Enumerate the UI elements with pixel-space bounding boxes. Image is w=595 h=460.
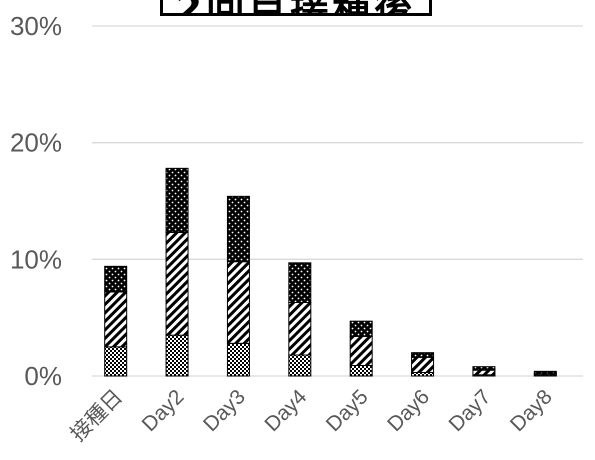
chart-title-box: 2回目接種後 xyxy=(160,0,432,16)
bar-segment-dots-on-black xyxy=(288,262,312,304)
x-tick-label: Day8 xyxy=(506,385,557,436)
bar-segment-diagonal-hatch xyxy=(288,302,312,356)
bar-segment-checkered xyxy=(226,342,250,377)
bar-segment-dots-on-black xyxy=(349,320,373,337)
x-tick-label: 接種日 xyxy=(66,385,127,446)
bar-segment-diagonal-hatch xyxy=(411,356,435,374)
bar-segment-checkered xyxy=(165,334,189,377)
x-tick-labels: 接種日 Day2 Day3 Day4 Day5 Day6 Day7 Day8 xyxy=(66,385,556,446)
bar-segment-diagonal-hatch xyxy=(226,261,250,344)
y-tick-label: 20% xyxy=(10,128,62,158)
bar-segment-diagonal-hatch xyxy=(349,335,373,367)
bar-segment-diagonal-hatch xyxy=(165,232,189,336)
x-tick-label: Day4 xyxy=(260,385,311,436)
bar-segment-checkered xyxy=(411,372,435,377)
chart-title: 2回目接種後 xyxy=(176,0,416,13)
bar-segment-diagonal-hatch xyxy=(472,369,496,376)
bar-segment-dots-on-black xyxy=(472,366,496,371)
bar-segment-checkered xyxy=(288,354,312,377)
bar-segment-dots-on-black xyxy=(226,195,250,263)
x-tick-label: Day7 xyxy=(445,385,496,436)
bar-segment-dots-on-black xyxy=(104,265,128,293)
x-tick-label: Day2 xyxy=(138,385,189,436)
y-tick-labels: 0% 10% 20% 30% xyxy=(10,11,62,391)
y-tick-label: 0% xyxy=(24,361,62,391)
bar-segment-dots-on-black xyxy=(411,352,435,358)
bar-segment-checkered xyxy=(104,346,128,377)
y-tick-label: 10% xyxy=(10,244,62,274)
x-tick-label: Day6 xyxy=(383,385,434,436)
bar-segment-dots-on-black xyxy=(165,167,189,233)
bar-segment-checkered xyxy=(349,365,373,377)
x-tick-label: Day3 xyxy=(199,385,250,436)
bar-segment-diagonal-hatch xyxy=(104,291,128,348)
bars xyxy=(104,167,557,377)
x-tick-label: Day5 xyxy=(322,385,373,436)
bar-segment-dots-on-black xyxy=(533,370,557,375)
y-tick-label: 30% xyxy=(10,11,62,41)
